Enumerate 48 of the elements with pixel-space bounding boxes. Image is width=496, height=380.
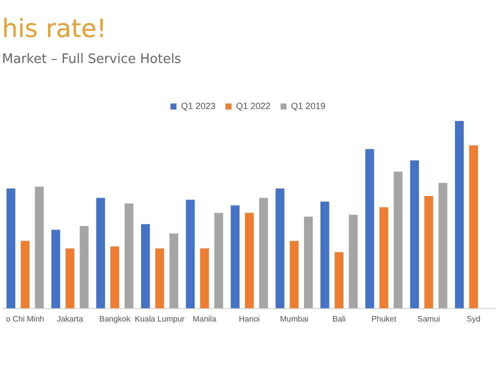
x-tick-label: Syd bbox=[466, 314, 480, 324]
legend-label: Q1 2022 bbox=[236, 100, 271, 111]
bar bbox=[96, 198, 106, 308]
bar bbox=[186, 200, 195, 308]
bar bbox=[66, 248, 74, 308]
bar bbox=[230, 205, 240, 308]
legend-label: Q1 2019 bbox=[291, 100, 326, 111]
bar bbox=[124, 203, 134, 308]
bar bbox=[304, 216, 313, 308]
bar bbox=[110, 246, 120, 308]
x-tick-label: Kuala Lumpur bbox=[134, 314, 185, 324]
x-tick-label: Phuket bbox=[371, 314, 398, 324]
bar bbox=[290, 240, 299, 308]
x-tick-label: Bali bbox=[332, 314, 346, 324]
x-tick-label: Manila bbox=[192, 314, 217, 324]
bar bbox=[141, 224, 150, 308]
bar bbox=[320, 202, 330, 308]
chart-title: his rate! bbox=[2, 14, 107, 43]
bar bbox=[244, 212, 254, 308]
bar bbox=[394, 172, 402, 308]
bar bbox=[155, 248, 164, 308]
legend-label: Q1 2023 bbox=[180, 100, 216, 111]
x-tick-label: Jakarta bbox=[56, 314, 84, 324]
bar bbox=[200, 248, 209, 308]
bar bbox=[80, 226, 89, 308]
x-tick-label: o Chi Minh bbox=[6, 314, 44, 324]
bar bbox=[438, 182, 448, 308]
bar bbox=[334, 252, 344, 308]
bar bbox=[454, 121, 464, 308]
chart-subtitle: Market – Full Service Hotels bbox=[2, 52, 182, 67]
x-tick-label: Mumbai bbox=[280, 314, 309, 324]
bar bbox=[410, 160, 419, 308]
bar bbox=[34, 186, 44, 308]
bar bbox=[20, 240, 30, 308]
x-tick-label: Samui bbox=[417, 314, 440, 324]
bar bbox=[276, 188, 284, 308]
bar bbox=[469, 145, 478, 308]
bar bbox=[365, 149, 374, 308]
bar bbox=[51, 230, 60, 308]
bar bbox=[6, 188, 16, 308]
bar bbox=[169, 233, 178, 308]
bar bbox=[214, 212, 224, 308]
bar bbox=[348, 214, 358, 308]
x-tick-label: Hanoi bbox=[238, 314, 260, 324]
bar bbox=[424, 196, 434, 308]
bar bbox=[379, 207, 388, 308]
x-tick-label: Bangkok bbox=[99, 314, 132, 324]
bar bbox=[259, 198, 268, 308]
